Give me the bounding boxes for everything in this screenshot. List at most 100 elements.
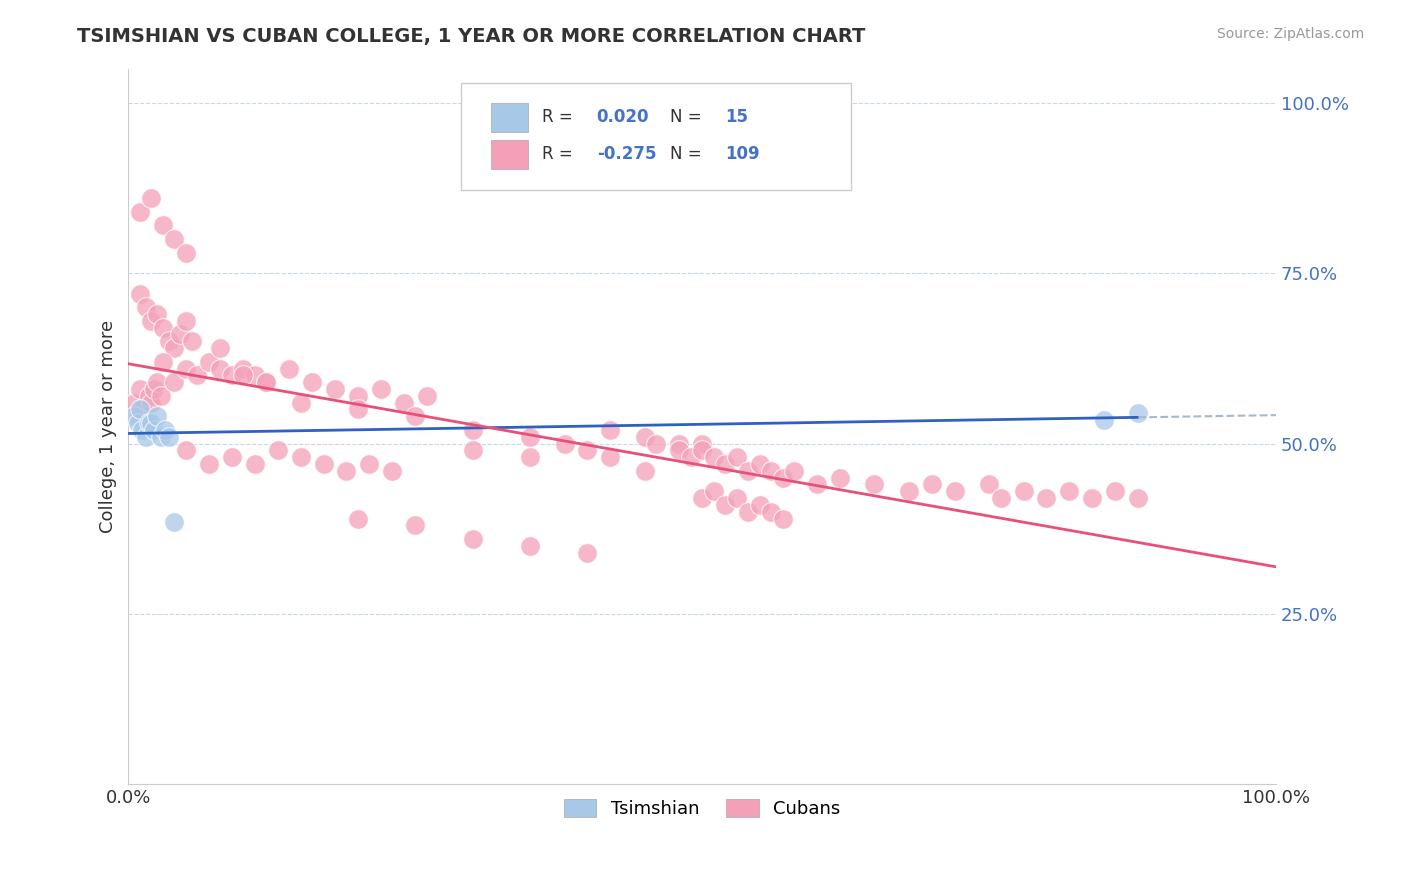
Point — [127, 409, 149, 424]
Point — [243, 368, 266, 383]
Point — [576, 546, 599, 560]
Point — [290, 395, 312, 409]
Point — [180, 334, 202, 349]
Point — [748, 457, 770, 471]
Point — [174, 314, 197, 328]
Point — [157, 430, 180, 444]
Point — [129, 204, 152, 219]
Point — [174, 361, 197, 376]
Point — [157, 334, 180, 349]
Text: R =: R = — [541, 108, 572, 126]
Point — [576, 443, 599, 458]
Point — [668, 443, 690, 458]
Point — [737, 464, 759, 478]
Point — [690, 491, 713, 505]
Point — [828, 470, 851, 484]
Text: 0.020: 0.020 — [596, 108, 650, 126]
Point — [703, 450, 725, 465]
Point — [404, 518, 426, 533]
Point — [146, 409, 169, 424]
Point — [221, 368, 243, 383]
Point — [152, 354, 174, 368]
Point — [163, 515, 186, 529]
Text: 109: 109 — [725, 145, 759, 163]
Point — [174, 443, 197, 458]
Point — [163, 341, 186, 355]
Point — [278, 361, 301, 376]
Point — [129, 402, 152, 417]
Point — [416, 389, 439, 403]
Point — [141, 191, 163, 205]
Point — [1128, 406, 1150, 420]
Point — [232, 368, 254, 383]
Point — [714, 457, 737, 471]
Point — [122, 395, 145, 409]
Point — [149, 389, 172, 403]
Point — [138, 416, 160, 430]
Point — [783, 464, 806, 478]
Point — [759, 464, 782, 478]
Point — [690, 436, 713, 450]
Point — [404, 409, 426, 424]
Text: N =: N = — [671, 108, 702, 126]
Point — [1092, 412, 1115, 426]
Point — [146, 307, 169, 321]
Text: TSIMSHIAN VS CUBAN COLLEGE, 1 YEAR OR MORE CORRELATION CHART: TSIMSHIAN VS CUBAN COLLEGE, 1 YEAR OR MO… — [77, 27, 866, 45]
Point — [221, 450, 243, 465]
Point — [690, 443, 713, 458]
Point — [703, 484, 725, 499]
Point — [323, 382, 346, 396]
Point — [519, 539, 541, 553]
Point — [254, 375, 277, 389]
Point — [141, 395, 163, 409]
Point — [152, 320, 174, 334]
Point — [254, 375, 277, 389]
Point — [737, 505, 759, 519]
Point — [122, 409, 145, 424]
Text: Source: ZipAtlas.com: Source: ZipAtlas.com — [1216, 27, 1364, 41]
Point — [392, 395, 415, 409]
Point — [135, 300, 157, 314]
Point — [381, 464, 404, 478]
Point — [209, 341, 232, 355]
Point — [174, 245, 197, 260]
Point — [759, 505, 782, 519]
Point — [1012, 484, 1035, 499]
Point — [554, 436, 576, 450]
Point — [806, 477, 828, 491]
Point — [209, 361, 232, 376]
Point — [461, 423, 484, 437]
Point — [634, 464, 657, 478]
Point — [149, 430, 172, 444]
Point — [645, 436, 668, 450]
Point — [347, 511, 370, 525]
Point — [921, 477, 943, 491]
Point — [461, 443, 484, 458]
Text: 15: 15 — [725, 108, 748, 126]
Point — [142, 382, 165, 396]
Point — [359, 457, 381, 471]
FancyBboxPatch shape — [461, 83, 852, 190]
Point — [335, 464, 357, 478]
Point — [146, 375, 169, 389]
Text: R =: R = — [541, 145, 572, 163]
Point — [186, 368, 208, 383]
Point — [1104, 484, 1126, 499]
Point — [135, 416, 157, 430]
Point — [290, 450, 312, 465]
Point — [347, 389, 370, 403]
Point — [131, 402, 153, 417]
Text: -0.275: -0.275 — [596, 145, 657, 163]
Point — [714, 498, 737, 512]
Point — [599, 450, 621, 465]
Point — [599, 423, 621, 437]
Point — [301, 375, 323, 389]
Point — [131, 423, 153, 437]
Point — [668, 436, 690, 450]
Point — [129, 382, 152, 396]
Point — [169, 327, 191, 342]
Point — [772, 511, 794, 525]
Legend: Tsimshian, Cubans: Tsimshian, Cubans — [557, 792, 848, 825]
Point — [1059, 484, 1081, 499]
Point — [370, 382, 392, 396]
